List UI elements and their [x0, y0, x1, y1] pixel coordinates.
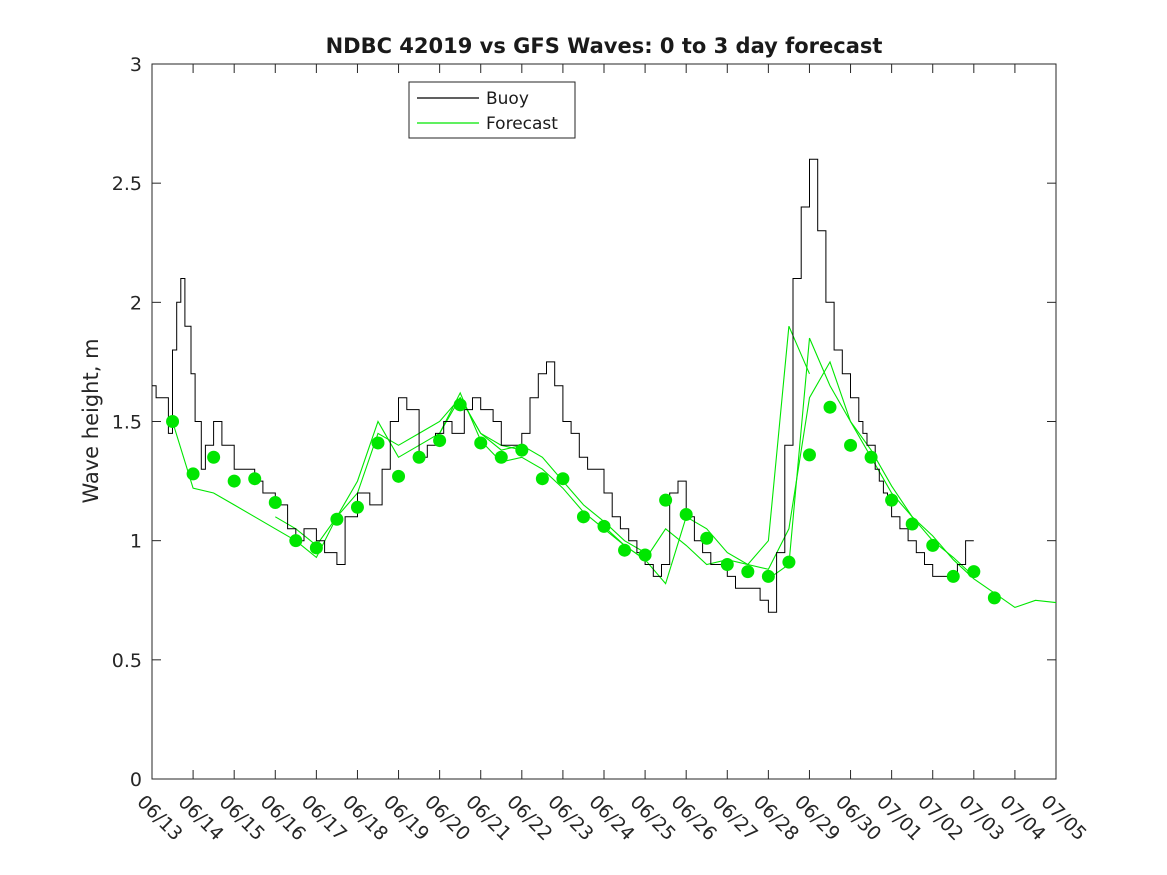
forecast-marker	[926, 538, 940, 552]
x-tick-label: 06/29	[790, 791, 844, 845]
x-tick-label: 06/15	[215, 791, 269, 845]
forecast-marker	[700, 531, 714, 545]
x-tick-label: 06/19	[379, 791, 433, 845]
x-tick-label: 06/25	[626, 791, 680, 845]
forecast-marker	[556, 472, 570, 486]
x-tick-label: 06/30	[831, 791, 885, 845]
forecast-marker	[987, 591, 1001, 605]
forecast-marker	[597, 519, 611, 533]
x-tick-label: 06/22	[502, 791, 556, 845]
x-tick-label: 06/23	[543, 791, 597, 845]
y-tick-label: 0	[130, 769, 142, 791]
forecast-marker	[474, 436, 488, 450]
chart-title: NDBC 42019 vs GFS Waves: 0 to 3 day fore…	[326, 34, 883, 58]
forecast-marker	[515, 443, 529, 457]
x-tick-label: 06/13	[132, 791, 186, 845]
legend-buoy-label: Buoy	[486, 89, 529, 109]
forecast-marker	[412, 450, 426, 464]
forecast-marker	[453, 398, 467, 412]
forecast-marker	[905, 517, 919, 531]
forecast-marker	[720, 558, 734, 571]
forecast-marker	[227, 474, 241, 488]
x-tick-label: 06/18	[338, 791, 392, 845]
y-tick-label: 3	[130, 54, 142, 76]
x-tick-label: 06/27	[708, 791, 762, 845]
forecast-marker	[946, 569, 960, 583]
x-tick-label: 06/17	[297, 791, 351, 845]
forecast-run-line	[768, 337, 1057, 609]
x-tick-label: 06/24	[584, 791, 638, 845]
forecast-marker	[350, 500, 364, 514]
plot-area	[151, 63, 1057, 780]
y-tick-label: 0.5	[112, 650, 142, 672]
x-tick-label: 06/14	[174, 791, 228, 845]
forecast-marker	[638, 548, 652, 562]
y-axis-label: Wave height, m	[79, 338, 103, 503]
x-tick-label: 07/01	[872, 791, 926, 845]
forecast-marker	[679, 507, 693, 521]
x-tick-label: 06/21	[461, 791, 515, 845]
forecast-marker	[967, 565, 981, 579]
forecast-marker	[371, 436, 385, 450]
forecast-marker	[659, 493, 673, 507]
x-tick-label: 06/28	[749, 791, 803, 845]
forecast-marker	[207, 450, 221, 464]
series-layer	[152, 158, 1057, 613]
buoy-line	[152, 158, 974, 613]
forecast-marker	[782, 555, 796, 569]
legend-box	[408, 81, 576, 139]
y-tick-label: 2.5	[112, 173, 142, 195]
forecast-marker	[802, 448, 816, 462]
x-tick-label: 06/26	[667, 791, 721, 845]
forecast-marker	[761, 569, 775, 583]
forecast-marker	[885, 493, 899, 507]
forecast-marker	[248, 472, 262, 486]
x-tick-label: 07/03	[954, 791, 1008, 845]
forecast-marker	[741, 565, 755, 579]
forecast-marker	[576, 510, 590, 524]
forecast-marker	[392, 469, 406, 483]
y-axis-ticks: 0 0.5 1 1.5 2 2.5 3	[112, 54, 1056, 791]
forecast-marker	[535, 472, 549, 486]
forecast-marker	[166, 415, 180, 428]
x-tick-label: 07/04	[995, 791, 1049, 845]
forecast-marker	[186, 467, 200, 481]
legend: Buoy Forecast	[408, 81, 576, 139]
forecast-marker	[823, 400, 837, 414]
forecast-marker	[844, 438, 858, 452]
x-tick-label: 07/02	[913, 791, 967, 845]
x-tick-label: 06/16	[256, 791, 310, 845]
y-tick-label: 1	[130, 531, 142, 553]
forecast-marker	[618, 543, 632, 557]
y-tick-label: 1.5	[112, 412, 142, 434]
forecast-marker	[268, 496, 282, 510]
forecast-marker	[494, 450, 508, 464]
forecast-marker	[289, 534, 303, 548]
x-tick-label: 07/05	[1036, 791, 1090, 845]
y-tick-label: 2	[130, 292, 142, 314]
forecast-marker	[433, 434, 447, 448]
legend-forecast-label: Forecast	[486, 114, 558, 134]
x-tick-label: 06/20	[420, 791, 474, 845]
forecast-marker	[864, 450, 878, 464]
forecast-marker	[309, 541, 323, 555]
forecast-marker	[330, 512, 344, 526]
